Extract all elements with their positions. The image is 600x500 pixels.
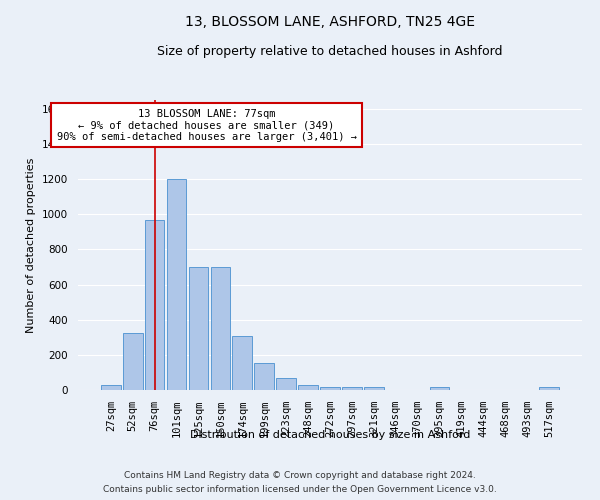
Bar <box>539 388 559 390</box>
Bar <box>276 378 296 390</box>
Y-axis label: Number of detached properties: Number of detached properties <box>26 158 37 332</box>
Bar <box>188 267 208 390</box>
Bar <box>342 387 362 390</box>
Bar <box>145 220 164 390</box>
Text: Distribution of detached houses by size in Ashford: Distribution of detached houses by size … <box>190 430 470 440</box>
Bar <box>254 363 274 390</box>
Bar <box>211 267 230 390</box>
Bar <box>101 384 121 390</box>
Bar <box>232 336 252 390</box>
Text: 13, BLOSSOM LANE, ASHFORD, TN25 4GE: 13, BLOSSOM LANE, ASHFORD, TN25 4GE <box>185 15 475 29</box>
Bar <box>123 333 143 390</box>
Bar <box>364 388 384 390</box>
Text: 13 BLOSSOM LANE: 77sqm
← 9% of detached houses are smaller (349)
90% of semi-det: 13 BLOSSOM LANE: 77sqm ← 9% of detached … <box>56 108 356 142</box>
Text: Size of property relative to detached houses in Ashford: Size of property relative to detached ho… <box>157 45 503 58</box>
Bar <box>298 385 318 390</box>
Text: Contains HM Land Registry data © Crown copyright and database right 2024.: Contains HM Land Registry data © Crown c… <box>124 470 476 480</box>
Bar <box>320 387 340 390</box>
Bar <box>430 387 449 390</box>
Bar <box>167 179 187 390</box>
Text: Contains public sector information licensed under the Open Government Licence v3: Contains public sector information licen… <box>103 486 497 494</box>
